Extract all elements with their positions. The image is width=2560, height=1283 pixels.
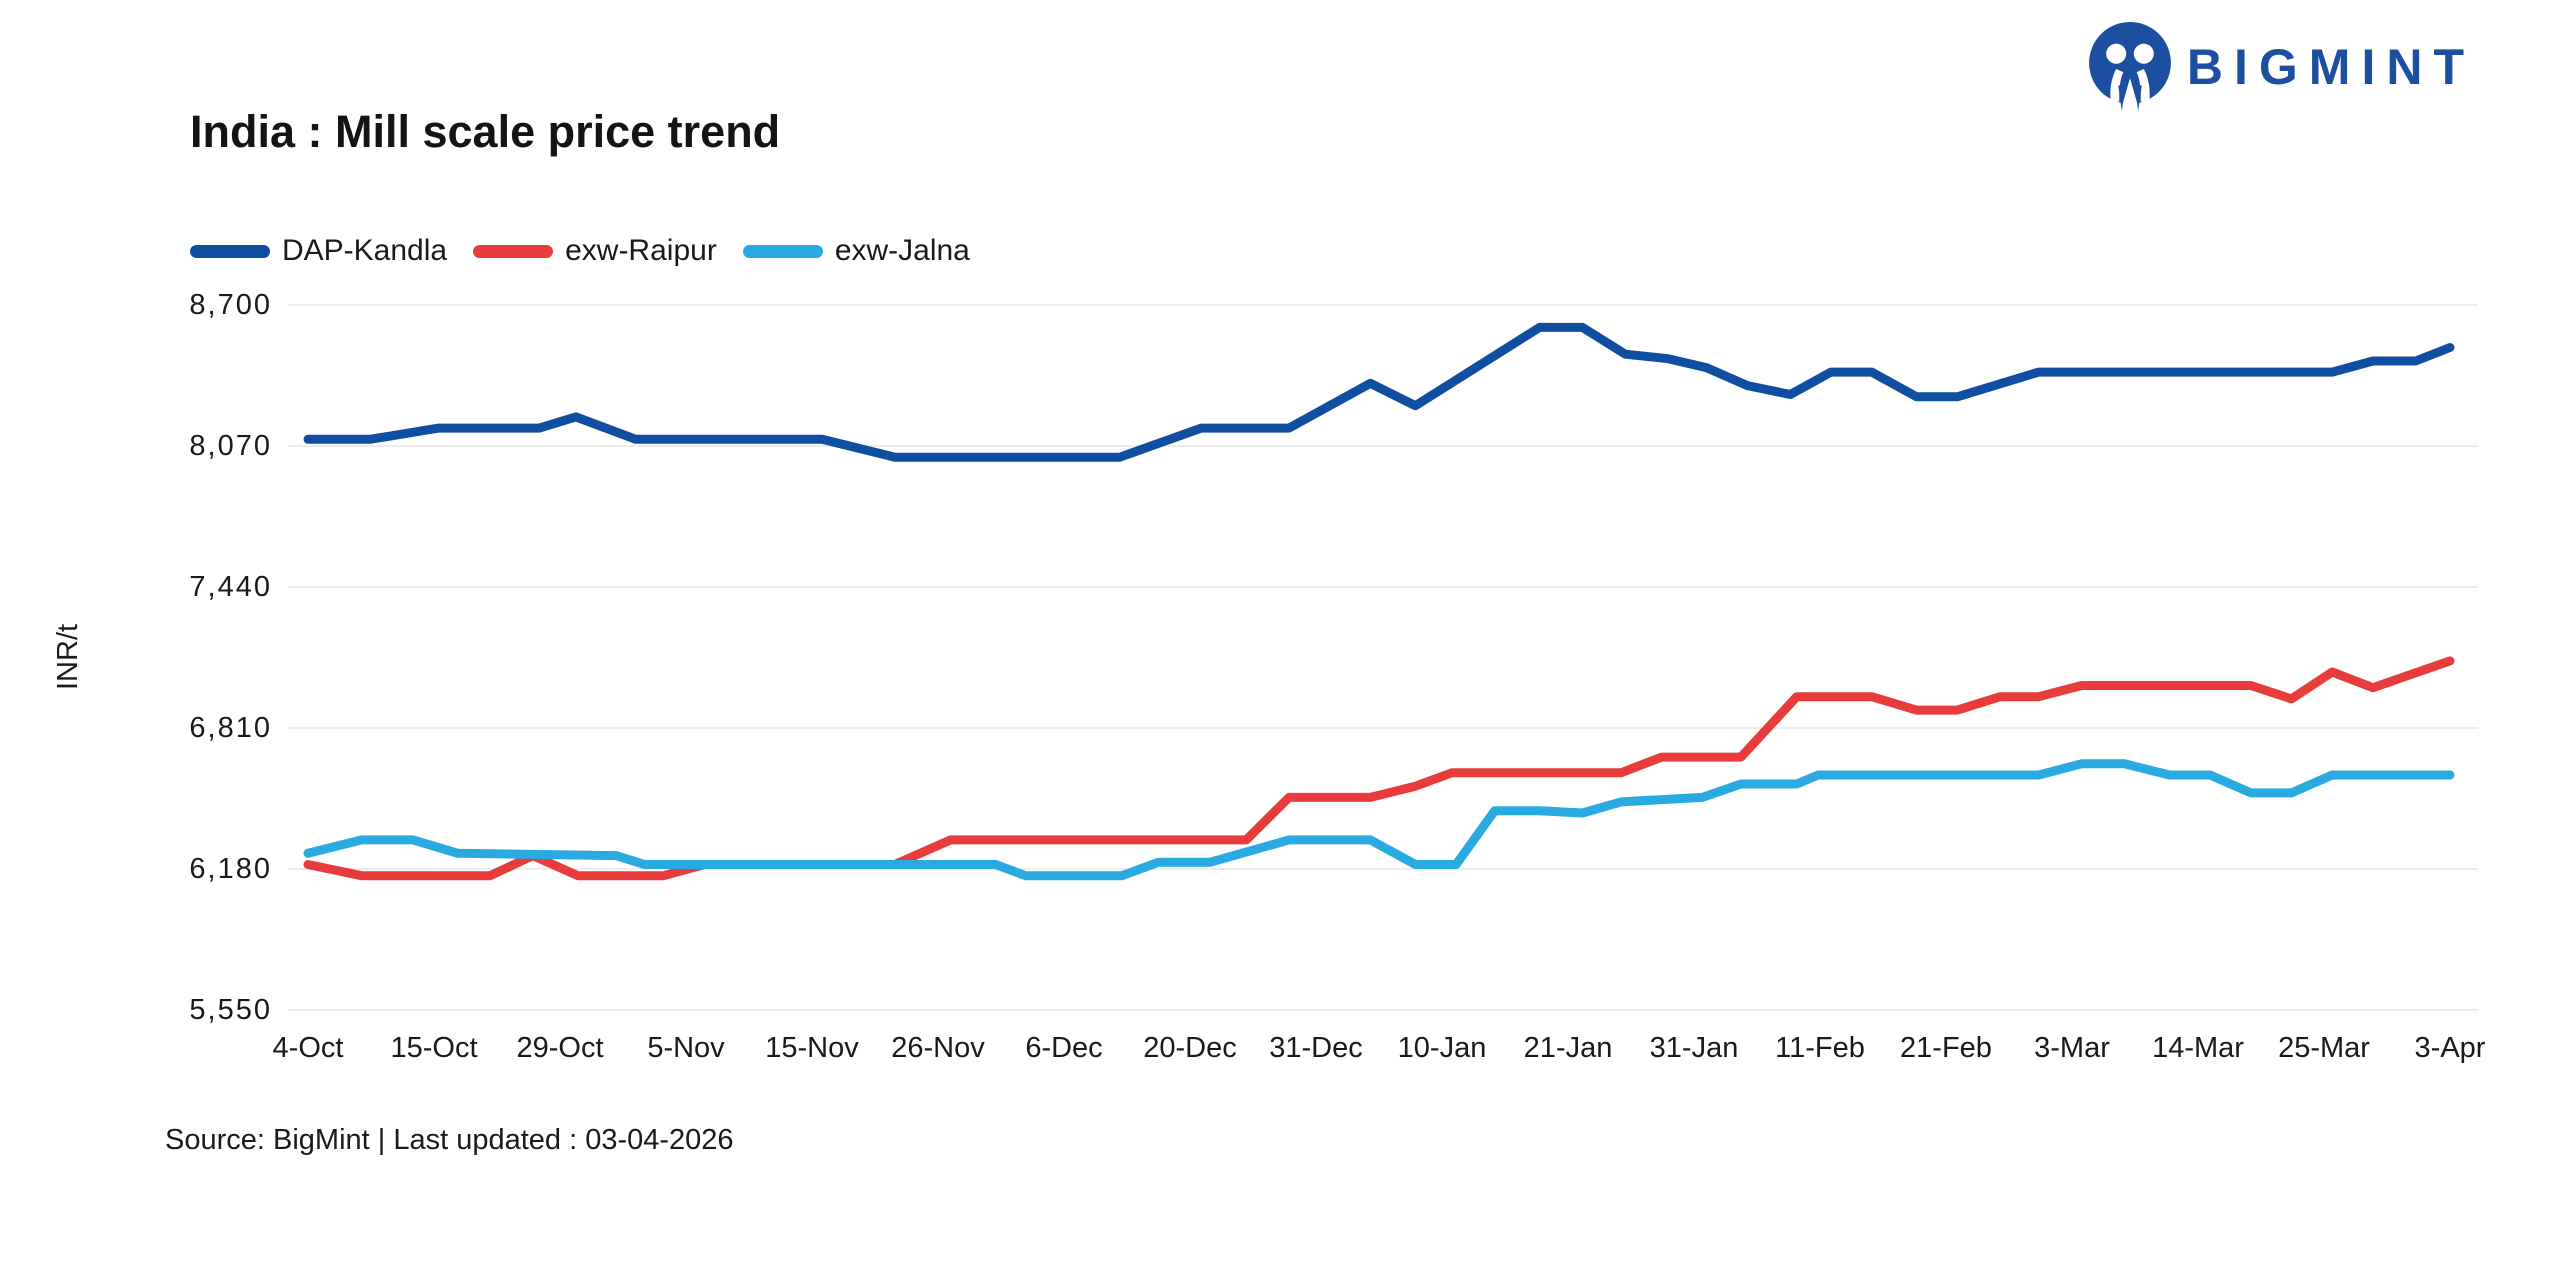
x-tick-label: 15-Nov xyxy=(765,1032,859,1064)
y-tick-label: 7,440 xyxy=(189,571,272,603)
series-line-dap-kandla xyxy=(303,322,2455,462)
x-tick-label: 3-Mar xyxy=(2034,1032,2110,1064)
x-tick-label: 21-Jan xyxy=(1523,1032,1613,1064)
x-tick-label: 4-Oct xyxy=(272,1032,344,1064)
x-tick-label: 11-Feb xyxy=(1775,1032,1865,1064)
legend-item-dap-kandla[interactable]: DAP-Kandla xyxy=(190,234,447,268)
x-tick-label: 31-Jan xyxy=(1649,1032,1739,1064)
x-tick-label: 14-Mar xyxy=(2152,1032,2244,1064)
x-tick-label: 29-Oct xyxy=(516,1032,604,1064)
x-tick-label: 15-Oct xyxy=(390,1032,478,1064)
bigmint-icon xyxy=(2088,22,2171,112)
legend-label: exw-Raipur xyxy=(565,234,717,267)
y-axis-title: INR/t xyxy=(52,623,84,691)
chart-legend: DAP-Kandla exw-Raipur exw-Jalna xyxy=(190,234,970,268)
legend-label: DAP-Kandla xyxy=(282,234,448,267)
legend-swatch-icon xyxy=(742,244,823,258)
chart-title: India : Mill scale price trend xyxy=(190,106,781,157)
legend-label: exw-Jalna xyxy=(834,234,970,267)
x-tick-label: 25-Mar xyxy=(2278,1032,2370,1064)
x-tick-label: 20-Dec xyxy=(1143,1032,1237,1064)
series-line-exw-raipur xyxy=(303,656,2455,881)
legend-item-exw-jalna[interactable]: exw-Jalna xyxy=(742,234,970,268)
x-tick-label: 6-Dec xyxy=(1025,1032,1103,1064)
x-tick-label: 21-Feb xyxy=(1900,1032,1992,1064)
y-tick-label: 6,810 xyxy=(189,712,272,744)
x-tick-label: 5-Nov xyxy=(647,1032,725,1064)
legend-swatch-icon xyxy=(473,244,554,258)
y-tick-label: 5,550 xyxy=(189,994,272,1026)
y-tick-label: 8,070 xyxy=(189,430,272,462)
series-line-exw-jalna xyxy=(303,759,2455,881)
x-tick-label: 31-Dec xyxy=(1269,1032,1363,1064)
bigmint-wordmark: BIGMINT xyxy=(2186,39,2475,95)
legend-swatch-icon xyxy=(190,244,270,258)
legend-item-exw-raipur[interactable]: exw-Raipur xyxy=(473,234,717,268)
x-tick-label: 26-Nov xyxy=(891,1032,985,1064)
y-tick-label: 6,180 xyxy=(189,853,272,885)
x-tick-label: 10-Jan xyxy=(1397,1032,1487,1064)
source-note: Source: BigMint | Last updated : 03-04-2… xyxy=(165,1124,734,1156)
x-tick-label: 3-Apr xyxy=(2414,1032,2486,1064)
bigmint-logo: BIGMINT xyxy=(2088,22,2475,112)
price-trend-plot xyxy=(288,304,2478,1011)
y-tick-label: 8,700 xyxy=(189,289,272,321)
